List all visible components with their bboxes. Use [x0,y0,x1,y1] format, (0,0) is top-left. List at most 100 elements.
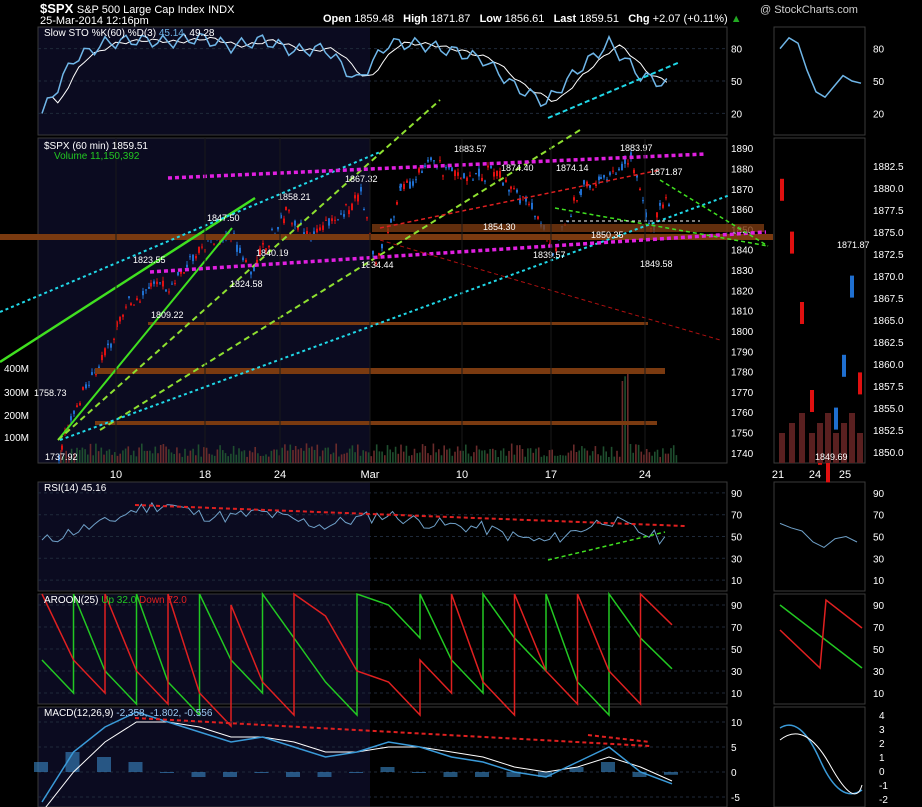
volume-bar [670,448,672,463]
candle-body [645,212,647,218]
rsi-label: RSI(14) 45.16 [44,483,107,494]
volume-bar [340,454,343,463]
volume-bar [635,444,637,463]
volume-bar [381,451,383,463]
candle-body [268,246,270,248]
daily-volume-bar [809,433,815,463]
volume-bar [672,445,675,463]
candle-body [107,343,109,346]
candle-body [297,226,299,230]
candle-body [259,248,261,255]
daily-y-tick-label: 1855.0 [873,404,904,415]
candle-body [454,170,456,177]
candle-body [656,212,658,218]
macd-histogram-bar [443,772,458,777]
y-tick-label: 1750 [731,429,754,440]
volume-bar [130,455,132,463]
volume-bar [367,452,370,463]
volume-bar [270,450,273,463]
x-tick-label: 24 [274,469,286,481]
shade-region [38,138,370,463]
volume-bar [629,443,632,463]
candle-body [555,248,557,251]
x-tick-label: 17 [545,469,557,481]
timestamp: 25-Mar-2014 12:16pm [40,15,149,27]
candle-body [159,282,161,284]
volume-bar [521,449,524,463]
volume-bar [467,453,470,463]
candle-body [381,244,383,249]
volume-bar [500,450,502,463]
y-tick-label: 1790 [731,347,754,358]
candle-body [589,184,591,188]
candle-body [642,200,644,202]
price-annotation: 1883.97 [620,143,653,153]
volume-bar [149,450,151,463]
volume-bar [254,446,256,463]
price-annotation: 1874.14 [556,163,589,173]
y-tick-label: 30 [731,667,743,678]
candle-body [331,218,333,222]
volume-bar [92,455,94,463]
daily-annotation: 1871.87 [837,240,870,250]
y-tick-label: 10 [731,718,743,729]
volume-bar [127,446,130,463]
volume-bar [651,455,653,463]
volume-bar [505,455,508,463]
candle-body [639,188,641,191]
volume-bar [181,456,184,463]
candle-body [496,170,498,177]
candle-body [337,219,339,221]
candle-body [469,175,471,177]
y-tick-label: 1870 [731,185,754,196]
candle-body [445,167,447,169]
volume-bar [146,450,148,463]
candle-body [192,254,194,262]
volume-bar [475,445,478,463]
candle-body [478,168,480,177]
candle-body [250,271,252,275]
daily-y-tick-label: 1877.5 [873,206,904,217]
volume-bar [97,451,100,463]
candle-body [101,355,103,361]
volume-bar [616,450,618,463]
y-tick-label: 90 [731,601,743,612]
daily-volume-bar [817,423,823,463]
volume-bar [556,455,559,463]
volume-bar [348,448,351,463]
price-annotation: 1823.55 [133,255,166,265]
volume-bar [451,455,454,463]
daily-y-tick-label: 70 [873,623,885,634]
candle-body [421,171,423,173]
candle-body [508,190,510,192]
volume-bar [483,450,486,463]
candle-body [153,281,155,284]
daily-y-tick-label: 1880.0 [873,184,904,195]
macd-histogram-bar [412,772,426,773]
support-band [148,322,648,325]
price-label: $SPX (60 min) 1859.51 [44,141,148,152]
volume-bar [613,456,616,463]
candle-body [168,291,170,293]
candle-body [242,257,244,261]
candle-body [624,159,626,164]
candle-body [122,314,124,317]
stoch-label: Slow STO %K(60) %D(3) 45.14, 49.28 [44,28,215,39]
candle-body [325,219,327,221]
candle-body [400,184,402,188]
volume-bar [89,443,92,463]
volume-bar [384,455,386,463]
macd-histogram-bar [34,762,48,772]
candle-body [285,206,287,211]
candle-body [186,264,188,268]
volume-bar [427,453,429,463]
volume-bar [645,448,648,463]
volume-bar [62,455,65,463]
y-tick-label: 1770 [731,388,754,399]
candle-body [189,256,191,258]
daily-candle [850,275,854,298]
volume-bar [132,450,135,463]
green-trendline [57,227,233,441]
volume-bar [111,454,113,463]
